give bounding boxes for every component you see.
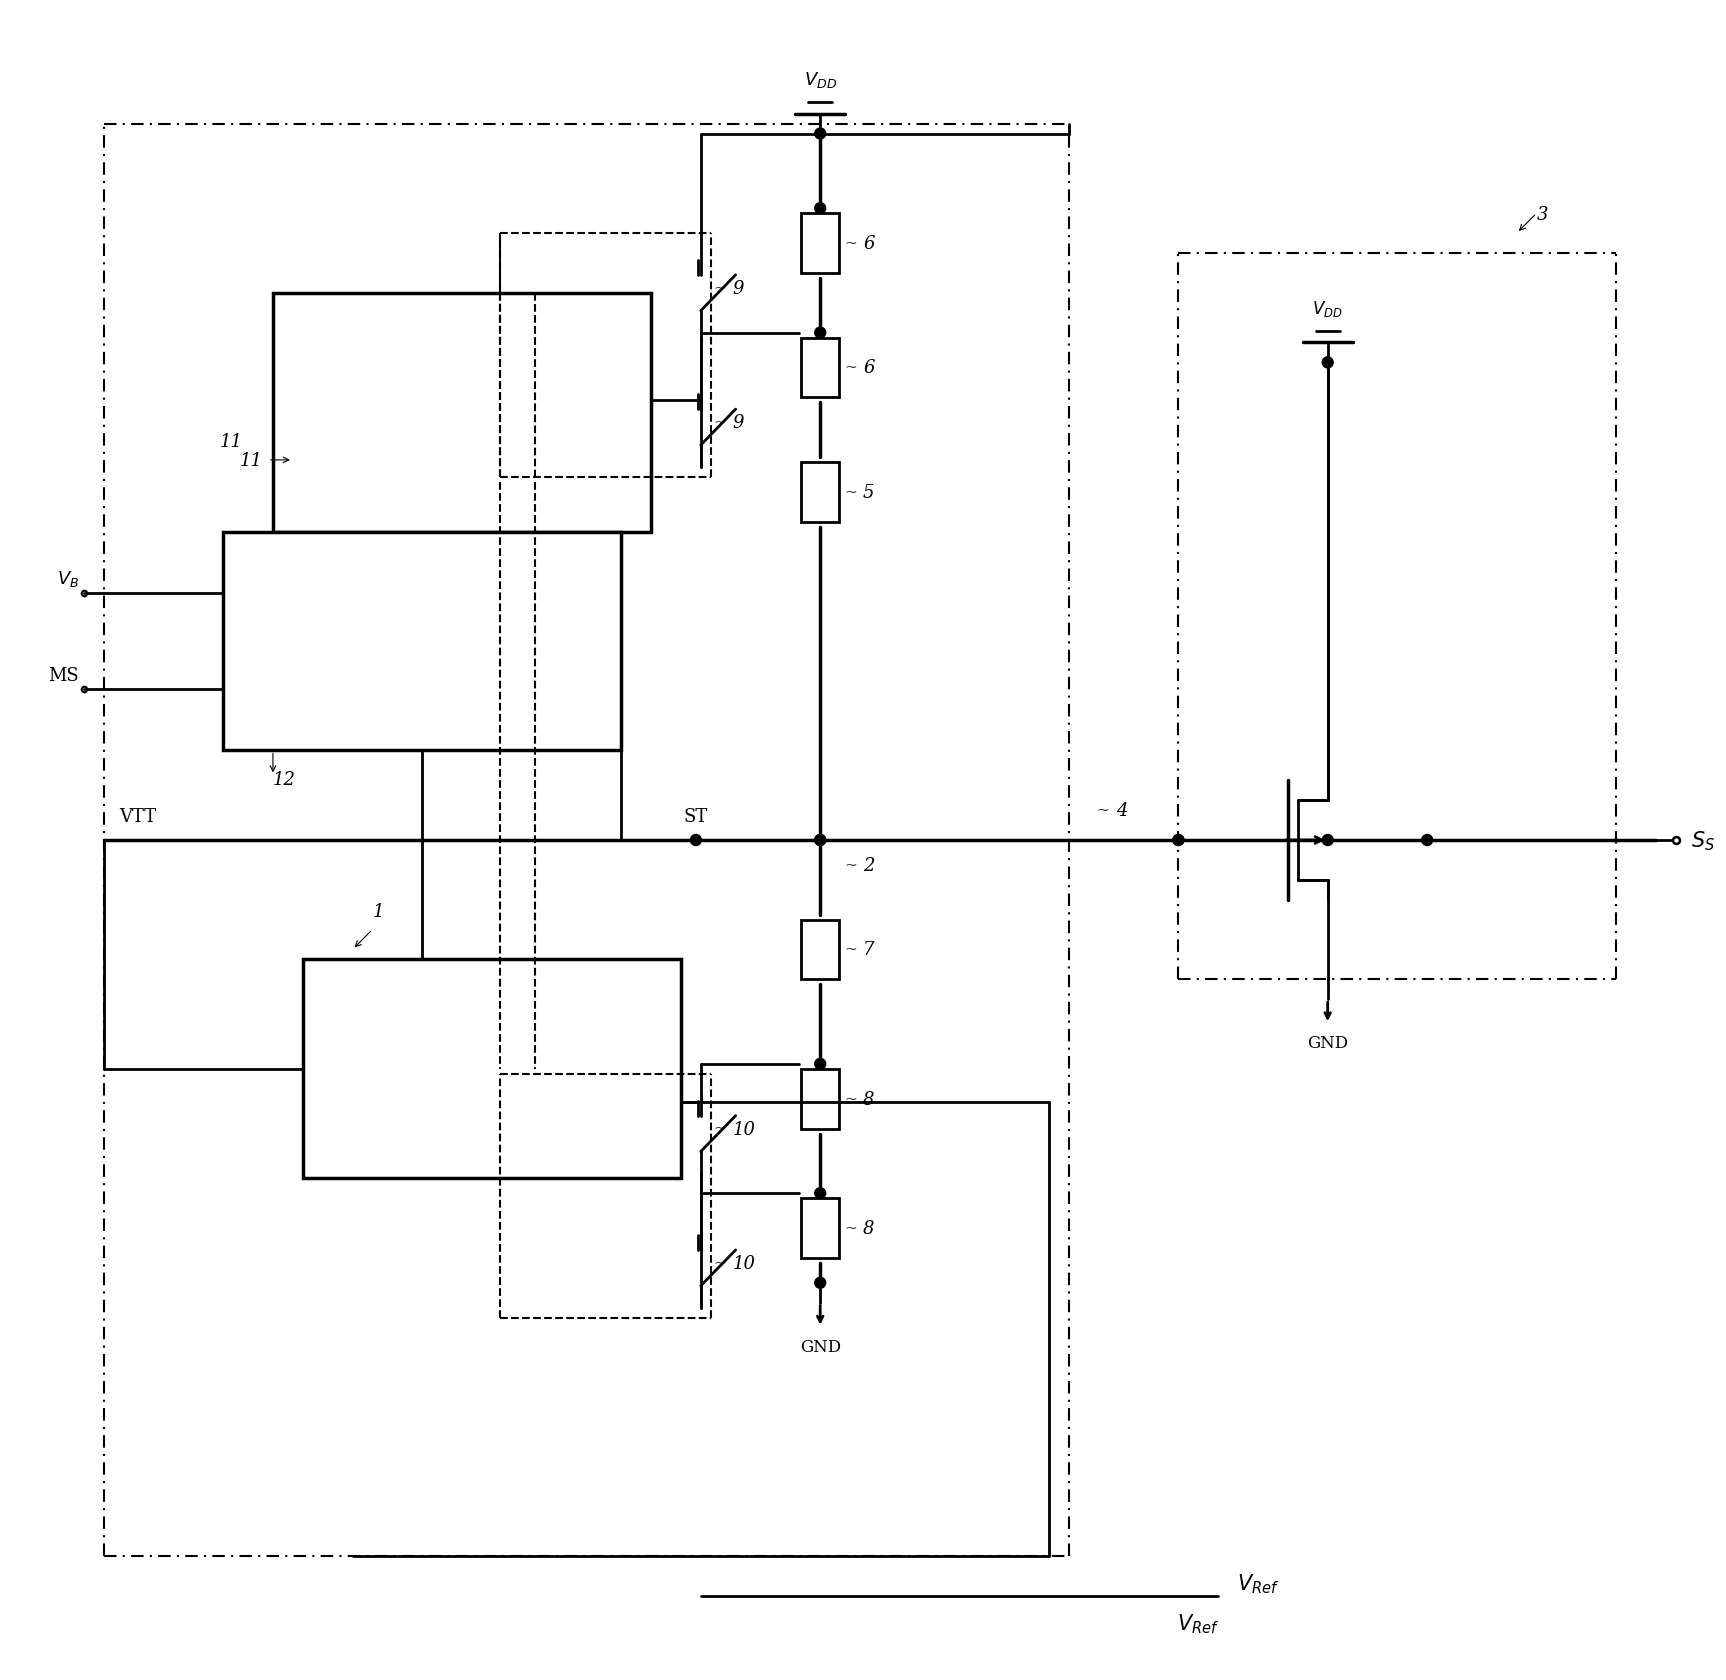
Circle shape bbox=[815, 835, 825, 847]
Circle shape bbox=[1422, 835, 1433, 847]
Text: $S_S$: $S_S$ bbox=[1691, 828, 1716, 852]
Circle shape bbox=[1174, 835, 1184, 847]
Text: ~: ~ bbox=[715, 1122, 727, 1136]
Text: 10: 10 bbox=[732, 1121, 756, 1137]
Text: MS: MS bbox=[48, 667, 79, 685]
Text: ~: ~ bbox=[844, 361, 856, 375]
Text: ~: ~ bbox=[1096, 803, 1110, 818]
Text: 11: 11 bbox=[221, 433, 243, 450]
Text: ~: ~ bbox=[715, 417, 727, 430]
Text: 1: 1 bbox=[373, 902, 383, 921]
Circle shape bbox=[815, 328, 825, 339]
Text: 7: 7 bbox=[863, 941, 875, 959]
Circle shape bbox=[1174, 835, 1184, 847]
Text: ~: ~ bbox=[715, 1257, 727, 1270]
Circle shape bbox=[815, 203, 825, 215]
Bar bbox=[273, 294, 651, 533]
Text: $V_{Ref}$: $V_{Ref}$ bbox=[1177, 1611, 1220, 1635]
Text: 6: 6 bbox=[863, 235, 875, 252]
Text: ~: ~ bbox=[844, 1221, 856, 1235]
Circle shape bbox=[815, 1277, 825, 1289]
Text: 12: 12 bbox=[273, 771, 295, 790]
Text: GND: GND bbox=[799, 1337, 841, 1354]
Text: $V_{DD}$: $V_{DD}$ bbox=[804, 69, 837, 89]
Text: ~: ~ bbox=[844, 486, 856, 499]
Text: ~: ~ bbox=[844, 1092, 856, 1105]
Bar bbox=[801, 1198, 839, 1258]
Bar bbox=[801, 338, 839, 398]
Text: 8: 8 bbox=[863, 1220, 875, 1238]
Text: ~: ~ bbox=[715, 282, 727, 296]
Text: 11: 11 bbox=[240, 452, 262, 470]
Text: VTT: VTT bbox=[119, 808, 155, 825]
Bar bbox=[801, 1068, 839, 1129]
Text: $V_{Ref}$: $V_{Ref}$ bbox=[1238, 1571, 1279, 1594]
Bar bbox=[302, 959, 682, 1179]
Circle shape bbox=[815, 129, 825, 139]
Text: 8: 8 bbox=[863, 1090, 875, 1109]
Text: 9: 9 bbox=[732, 413, 744, 432]
Text: ~: ~ bbox=[844, 942, 856, 958]
Text: 10: 10 bbox=[732, 1255, 756, 1272]
Text: 3: 3 bbox=[1536, 207, 1548, 223]
Bar bbox=[223, 533, 621, 751]
Text: 2: 2 bbox=[863, 857, 875, 874]
Text: 4: 4 bbox=[1115, 801, 1127, 820]
Text: ~: ~ bbox=[844, 858, 856, 872]
Bar bbox=[801, 921, 839, 979]
Text: 9: 9 bbox=[732, 279, 744, 297]
Text: 5: 5 bbox=[863, 484, 875, 501]
Text: GND: GND bbox=[1307, 1035, 1348, 1052]
Text: ST: ST bbox=[683, 808, 708, 825]
Circle shape bbox=[815, 1058, 825, 1070]
Circle shape bbox=[1322, 358, 1332, 368]
Text: $V_B$: $V_B$ bbox=[57, 568, 79, 588]
Circle shape bbox=[1322, 835, 1332, 847]
Text: $V_{DD}$: $V_{DD}$ bbox=[1312, 299, 1343, 319]
Text: 6: 6 bbox=[863, 360, 875, 376]
Circle shape bbox=[815, 835, 825, 847]
Bar bbox=[801, 462, 839, 522]
Bar bbox=[801, 213, 839, 274]
Circle shape bbox=[690, 835, 701, 847]
Text: ~: ~ bbox=[844, 237, 856, 250]
Circle shape bbox=[815, 1188, 825, 1200]
